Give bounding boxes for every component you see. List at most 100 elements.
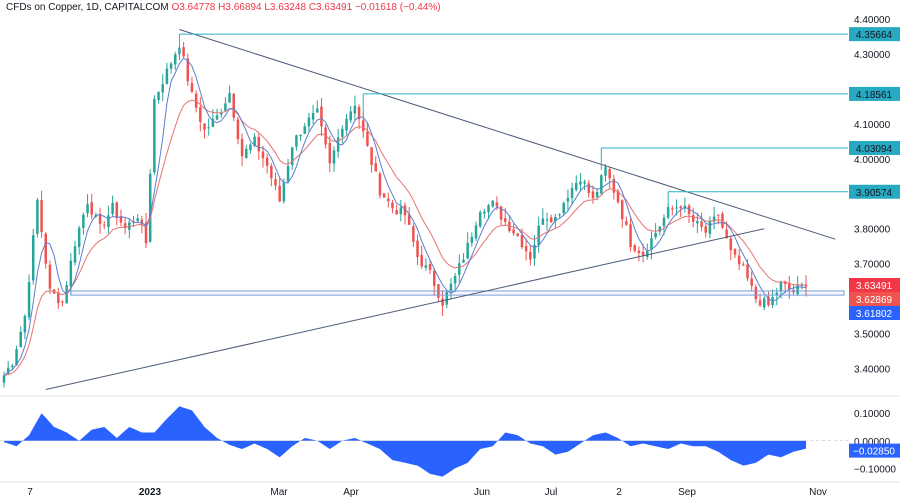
candle-body — [40, 200, 43, 232]
candle — [579, 172, 582, 192]
candle-body — [15, 349, 18, 366]
candle-body — [424, 265, 428, 268]
candle — [733, 248, 737, 258]
candle-body — [737, 255, 741, 265]
candle — [328, 135, 332, 173]
candle-body — [136, 218, 139, 222]
candle-body — [282, 182, 286, 202]
candle-body — [407, 214, 411, 225]
candle — [378, 171, 382, 199]
support-zone — [70, 290, 845, 296]
candle — [629, 217, 632, 252]
ema-line — [3, 99, 807, 377]
candle — [391, 199, 394, 214]
candle-body — [804, 284, 808, 287]
candle-body — [541, 218, 545, 225]
candle — [11, 363, 14, 370]
candle — [119, 209, 123, 227]
candle — [729, 235, 733, 261]
candle — [395, 204, 398, 215]
candle — [6, 360, 10, 376]
candle — [236, 116, 240, 145]
candle — [82, 212, 85, 235]
candle — [549, 214, 553, 223]
x-tick-label: Nov — [809, 487, 827, 498]
low-value: L3.63248 — [264, 2, 307, 13]
candle — [286, 158, 290, 184]
candle-body — [232, 93, 235, 118]
candle-body — [341, 128, 344, 137]
candle-body — [328, 142, 332, 164]
candle — [232, 92, 235, 122]
candle-body — [295, 135, 298, 147]
candle-body — [199, 107, 202, 122]
candle — [700, 212, 703, 232]
candle-body — [495, 202, 499, 207]
osc-y-tick-label: −0.10000 — [854, 464, 896, 475]
candle-body — [491, 200, 494, 207]
candle — [15, 345, 18, 366]
candle-body — [758, 300, 762, 306]
candle-body — [595, 191, 599, 198]
candle — [403, 202, 407, 225]
candle-body — [11, 365, 14, 368]
candle — [675, 199, 678, 216]
candle-body — [445, 291, 449, 305]
candle-body — [19, 331, 22, 348]
candle-body — [516, 233, 520, 236]
candle-body — [558, 214, 561, 216]
candle-body — [161, 84, 164, 93]
candle-body — [6, 367, 10, 374]
y-tick-label: 4.10000 — [854, 120, 891, 131]
candle-body — [604, 167, 607, 176]
candle — [612, 174, 616, 200]
candle-body — [370, 147, 373, 165]
candle-body — [194, 93, 198, 108]
candle-body — [303, 126, 307, 134]
candle — [240, 133, 244, 167]
y-tick-label: 3.80000 — [854, 225, 891, 236]
candle — [2, 371, 6, 388]
candle — [157, 91, 160, 104]
candle — [562, 201, 565, 215]
candle — [311, 104, 315, 125]
close-value: C3.63491 — [308, 2, 353, 13]
candle-body — [608, 169, 611, 179]
candle — [687, 203, 691, 224]
candle — [102, 221, 106, 230]
candle — [123, 217, 127, 235]
candle — [683, 197, 687, 213]
candle-body — [320, 106, 323, 127]
oscillator-area — [4, 406, 806, 477]
candle — [295, 134, 298, 151]
candle-body — [691, 215, 695, 222]
candle — [712, 206, 716, 230]
candle — [36, 197, 39, 238]
candle — [40, 190, 43, 238]
candle — [625, 216, 628, 226]
candle-body — [399, 207, 403, 215]
candle-body — [77, 228, 81, 247]
trendline — [179, 29, 836, 240]
candle-body — [658, 226, 662, 232]
candle-body — [687, 205, 691, 215]
level-label: 4.18561 — [856, 90, 893, 101]
candle — [332, 146, 336, 172]
candle-body — [458, 263, 461, 275]
candle-body — [566, 197, 570, 202]
candle — [737, 249, 741, 271]
candle-body — [86, 204, 89, 214]
candle-body — [290, 147, 294, 165]
level-label-bg — [849, 27, 900, 42]
candle-body — [466, 242, 469, 259]
candle — [558, 213, 561, 218]
x-tick-label: Apr — [343, 487, 359, 498]
price-label-bg — [849, 278, 900, 292]
candle-body — [570, 188, 574, 198]
candle-body — [562, 202, 565, 214]
candle-body — [620, 200, 624, 220]
candle — [545, 212, 549, 231]
candle — [257, 133, 261, 160]
candle-body — [286, 165, 290, 182]
